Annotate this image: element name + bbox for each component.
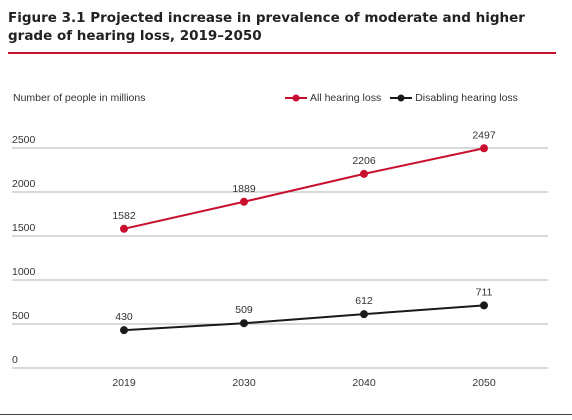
data-point-disabling-hearing-loss-2019 [120,326,128,335]
y-tick-label-2500: 2500 [12,134,36,146]
data-label-disabling-hearing-loss-2050: 711 [476,286,493,298]
y-tick-label-500: 500 [12,310,30,322]
series-line-all-hearing-loss [123,147,485,230]
x-tick-label-2040: 2040 [352,377,376,389]
data-point-all-hearing-loss-2019 [120,224,128,233]
data-label-all-hearing-loss-2050: 2497 [472,129,496,141]
data-label-all-hearing-loss-2040: 2206 [352,155,376,167]
legend-marker-all-hearing-loss [285,94,307,102]
title-underline [8,52,556,54]
chart-title: Figure 3.1 Projected increase in prevale… [8,10,525,44]
y-axis-label: Number of people in millions [13,92,146,104]
data-label-all-hearing-loss-2019: 1582 [112,210,136,222]
data-label-disabling-hearing-loss-2040: 612 [355,295,373,307]
legend: All hearing loss Disabling hearing loss [284,92,526,104]
data-point-all-hearing-loss-2030 [240,197,248,206]
data-point-all-hearing-loss-2040 [360,169,368,178]
y-tick-label-1500: 1500 [12,222,36,234]
x-tick-label-2050: 2050 [472,377,496,389]
data-label-all-hearing-loss-2030: 1889 [232,183,256,195]
legend-marker-disabling-hearing-loss [390,94,413,102]
y-tick-label-0: 0 [12,354,18,366]
data-point-all-hearing-loss-2050 [480,144,488,153]
y-tick-label-2000: 2000 [12,178,36,190]
data-label-disabling-hearing-loss-2019: 430 [115,311,133,323]
legend-item-disabling-hearing-loss: Disabling hearing loss [389,92,518,104]
data-point-disabling-hearing-loss-2030 [240,319,248,328]
x-tick-label-2030: 2030 [232,377,256,389]
x-tick-label-2019: 2019 [112,377,136,389]
bottom-divider [0,414,572,415]
data-point-disabling-hearing-loss-2050 [480,301,488,310]
data-label-disabling-hearing-loss-2030: 509 [235,304,253,316]
legend-label-disabling-hearing-loss: Disabling hearing loss [415,92,518,104]
data-point-disabling-hearing-loss-2040 [360,310,368,319]
legend-item-all-hearing-loss: All hearing loss [284,92,381,104]
legend-label-all-hearing-loss: All hearing loss [310,92,382,104]
y-tick-label-1000: 1000 [12,266,36,278]
series-line-disabling-hearing-loss [123,304,485,332]
